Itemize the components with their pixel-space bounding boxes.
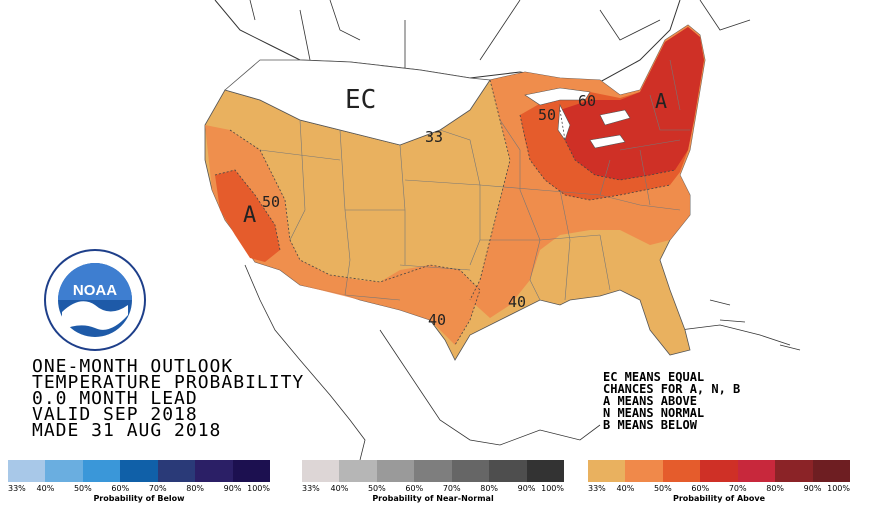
title-line-5: MADE 31 AUG 2018 [32, 420, 222, 441]
scale-swatch [8, 460, 46, 482]
scale-swatch [489, 460, 527, 482]
scale-tick-label: 33% [588, 484, 606, 493]
noaa-logo: NOAA [44, 249, 146, 351]
canada-provinces [249, 0, 751, 72]
scale-tick-label: 60% [111, 484, 130, 493]
contour-label-40-south: 40 [428, 311, 446, 329]
legend-note-2: CHANCES FOR A, N, B [603, 382, 741, 396]
scale-tick-label: 70% [442, 484, 461, 493]
scale-above-title: Probability of Above [672, 494, 766, 503]
scale-tick-label: 60% [405, 484, 424, 493]
scale-below-swatches [8, 460, 270, 482]
scale-swatch [45, 460, 83, 482]
contour-lines [214, 79, 676, 346]
outlook-map: EC A A 33 50 40 40 50 60 NOAA [44, 0, 801, 460]
scale-swatch [376, 460, 415, 482]
scale-tick-label: 50% [73, 484, 92, 493]
scale-tick-label: 80% [480, 484, 499, 493]
scale-near-normal-ticks: 33% 40% 50% 60% 70% 80% 90% 100% [302, 482, 564, 494]
scale-tick-label: 33% [302, 484, 320, 493]
scale-near-normal-swatches [302, 460, 564, 482]
scale-swatch [339, 460, 377, 482]
region-ec [224, 59, 491, 146]
scale-swatch [414, 460, 452, 482]
title-line-3: 0.0 MONTH LEAD [32, 388, 198, 409]
scale-tick-label: 90% [517, 484, 536, 493]
scale-below: 33% 40% 50% 60% 70% 80% 90% 100% Probability of… [8, 460, 270, 512]
scale-tick-label: 40% [616, 484, 635, 493]
scale-tick-label: 50% [653, 484, 672, 493]
contour-label-60: 60 [578, 92, 596, 110]
scale-tick-label: 80% [766, 484, 785, 493]
scale-swatch [588, 460, 626, 482]
ec-label: EC [345, 85, 376, 115]
scale-tick-label: 70% [728, 484, 747, 493]
scale-tick-label: 100% [541, 484, 564, 493]
scale-tick-label: 70% [148, 484, 167, 493]
scale-above-ticks: 33% 40% 50% 60% 70% 80% 90% 100% [588, 482, 850, 494]
region-above-40 [205, 125, 480, 345]
legend-note-1: EC MEANS EQUAL [603, 370, 705, 384]
legend-note-4: N MEANS NORMAL [603, 406, 705, 420]
scale-tick-label: 40% [330, 484, 349, 493]
contour-label-50-west: 50 [262, 193, 280, 211]
state-boundaries [259, 59, 690, 301]
scale-swatch [451, 460, 490, 482]
scale-tick-label: 33% [8, 484, 26, 493]
scale-tick-label: 40% [36, 484, 55, 493]
scale-below-ticks: 33% 40% 50% 60% 70% 80% 90% 100% [8, 482, 270, 494]
caribbean-islands [679, 299, 801, 351]
legend-note-3: A MEANS ABOVE [603, 394, 697, 408]
scale-tick-label: 100% [247, 484, 270, 493]
scale-swatch [662, 460, 701, 482]
contour-label-33: 33 [425, 128, 443, 146]
scale-swatch [195, 460, 233, 482]
scale-tick-label: 80% [186, 484, 205, 493]
scale-swatch [232, 460, 270, 482]
mexico-outline [244, 264, 601, 460]
scale-swatch [812, 460, 850, 482]
scale-tick-label: 60% [691, 484, 710, 493]
scale-near-normal: 33% 40% 50% 60% 70% 80% 90% 100% Probability of… [302, 460, 564, 512]
above-label-east: A [655, 89, 667, 113]
title-line-1: ONE-MONTH OUTLOOK [32, 356, 234, 377]
scale-swatch [625, 460, 663, 482]
legend-note-5: B MEANS BELOW [603, 418, 697, 432]
title-line-2: TEMPERATURE PROBABILITY [32, 372, 305, 393]
scale-swatch [120, 460, 158, 482]
scale-tick-label: 100% [827, 484, 850, 493]
scale-swatch [82, 460, 121, 482]
contour-label-50-east: 50 [538, 106, 556, 124]
great-lakes [524, 87, 631, 149]
scale-swatch [737, 460, 776, 482]
contour-label-40-gulf: 40 [508, 293, 526, 311]
title-line-4: VALID SEP 2018 [32, 404, 198, 425]
scale-swatch [775, 460, 813, 482]
noaa-logo-text: NOAA [73, 282, 117, 299]
scale-swatch [526, 460, 564, 482]
scale-near-normal-title: Probability of Near-Normal [372, 494, 494, 503]
scale-tick-label: 50% [367, 484, 386, 493]
scale-below-title: Probability of Below [93, 494, 185, 503]
above-label-west: A [243, 203, 256, 228]
scale-swatch [700, 460, 738, 482]
scale-above-swatches [588, 460, 850, 482]
scale-swatch [157, 460, 196, 482]
scale-tick-label: 90% [223, 484, 242, 493]
scale-tick-label: 90% [803, 484, 822, 493]
region-above-50-west [215, 170, 280, 262]
scale-swatch [302, 460, 340, 482]
scale-above: 33% 40% 50% 60% 70% 80% 90% 100% Probability of… [588, 460, 850, 512]
